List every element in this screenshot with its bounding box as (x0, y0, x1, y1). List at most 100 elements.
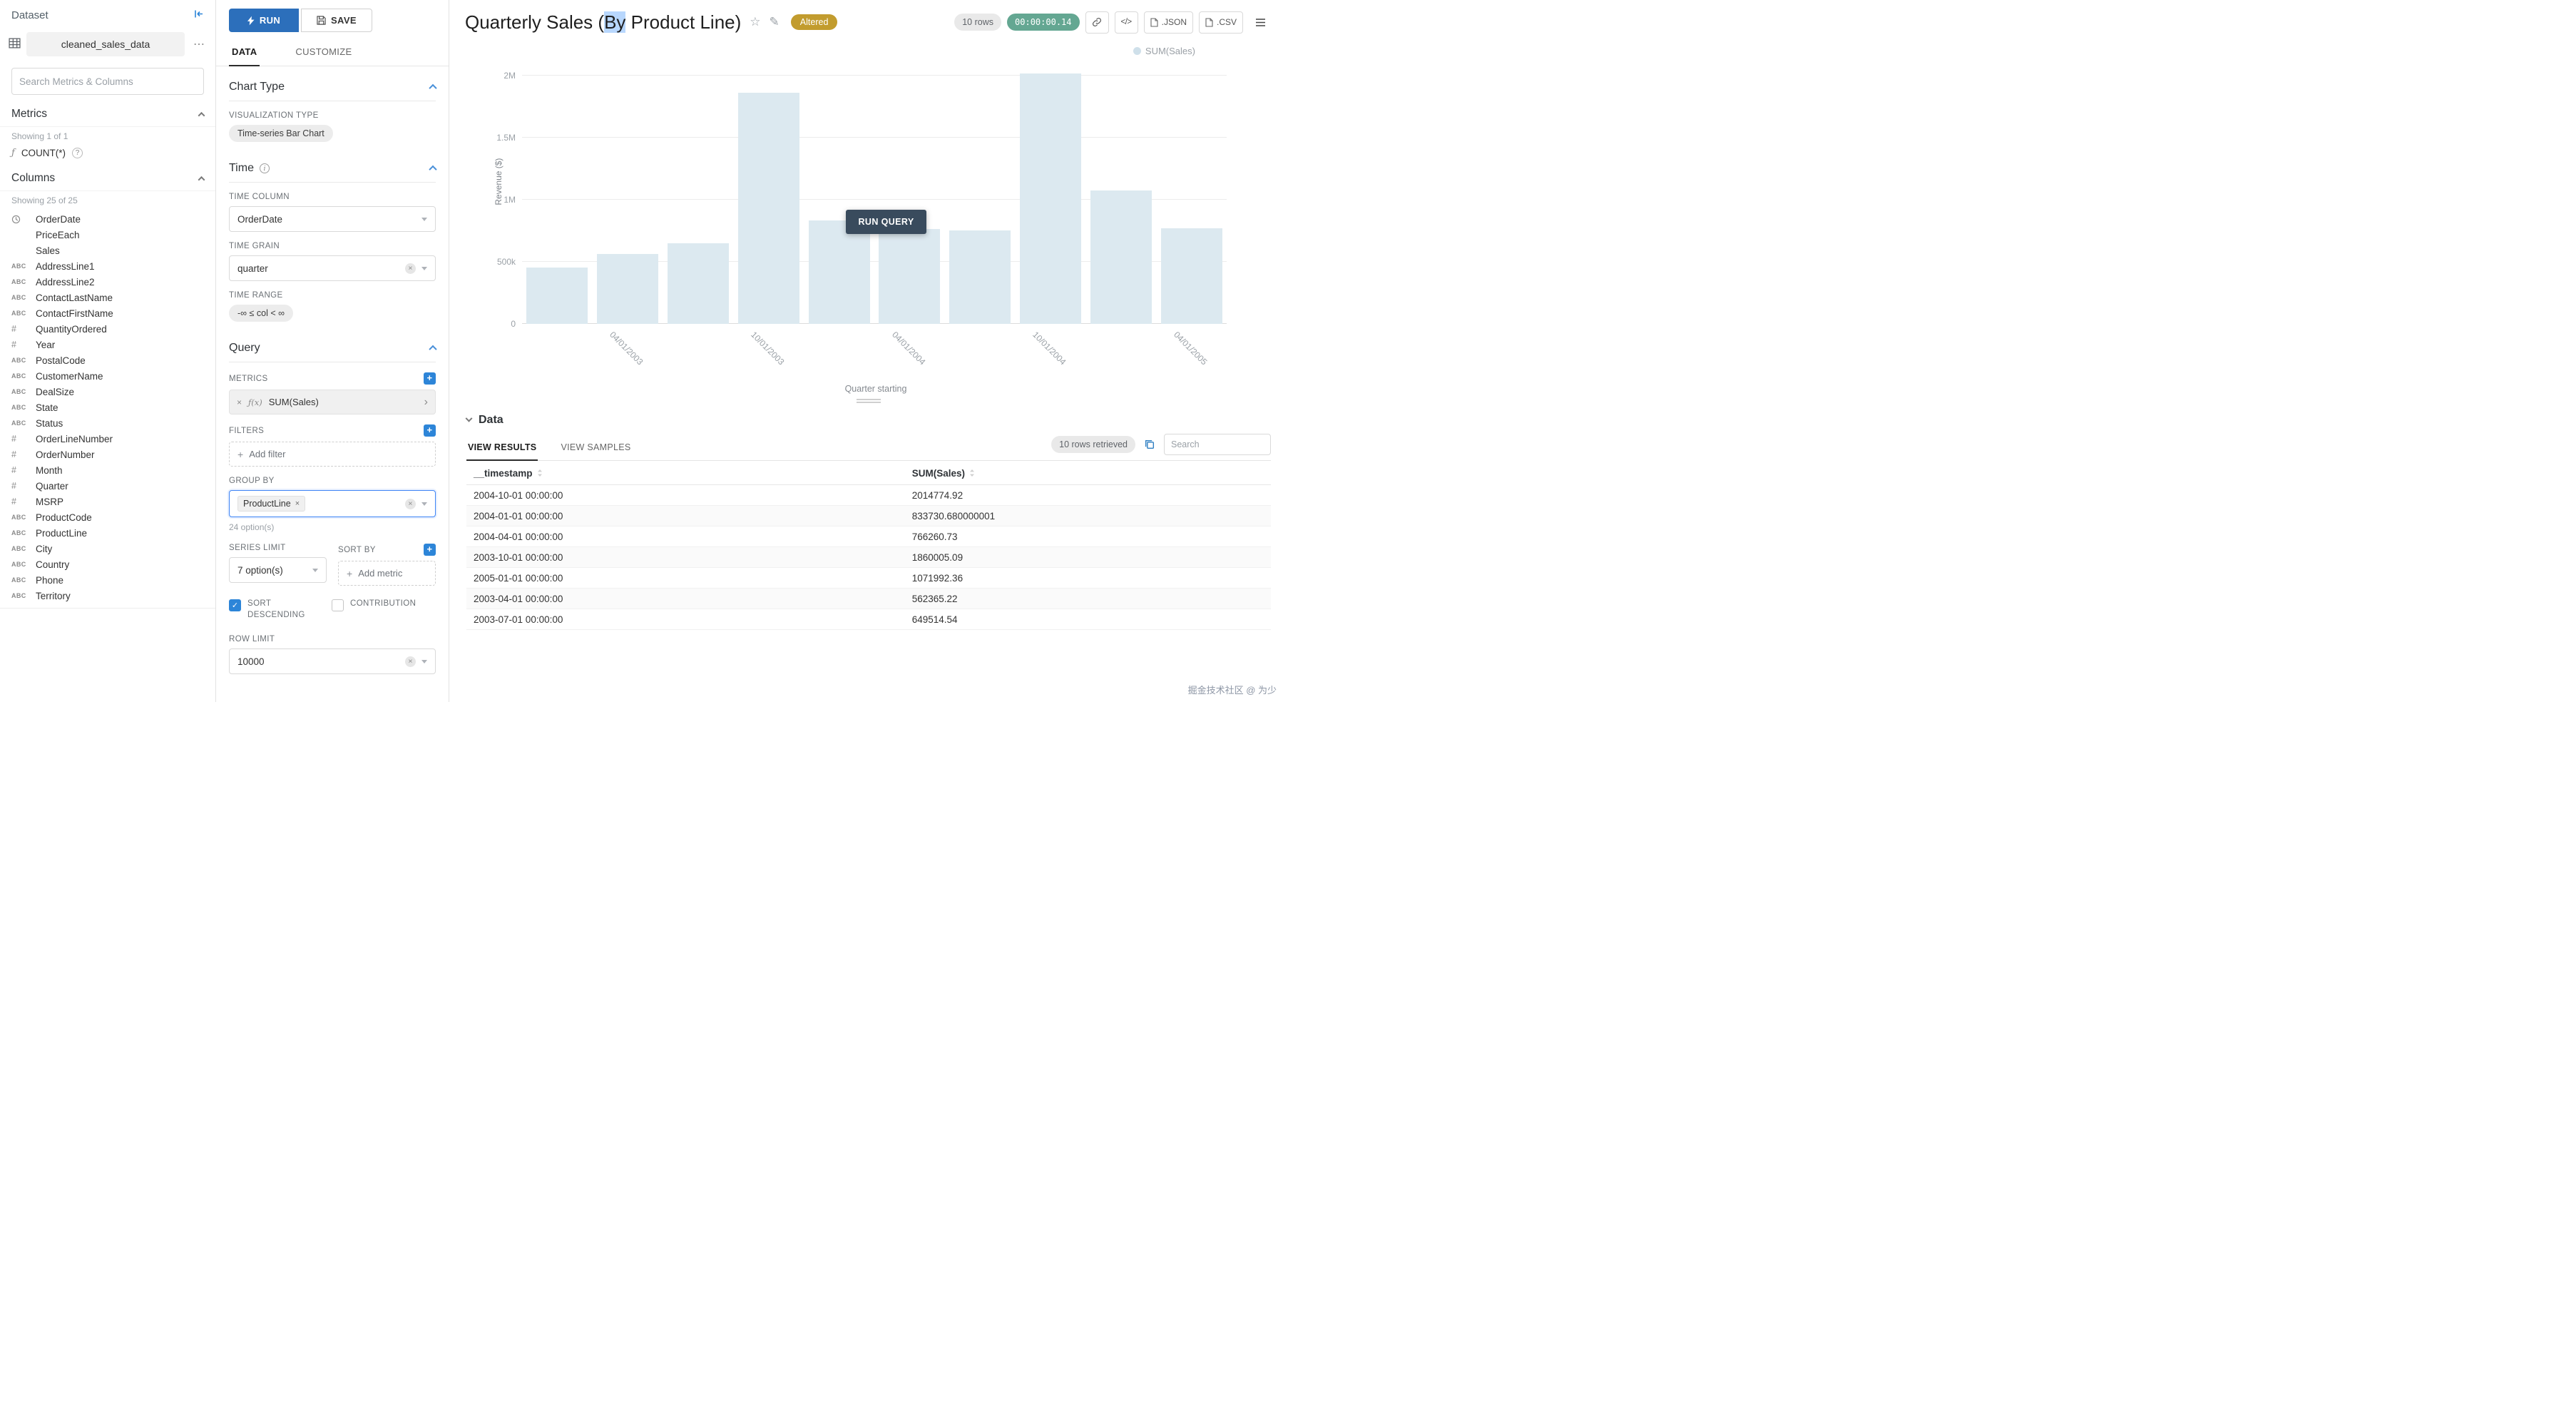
column-header-sum-sales[interactable]: SUM(Sales) (904, 462, 1271, 485)
group-by-tag-productline[interactable]: ProductLine × (237, 496, 306, 512)
add-sort-metric-button[interactable]: + Add metric (338, 561, 436, 586)
dataset-more-icon[interactable]: ⋯ (193, 39, 205, 51)
chevron-up-icon[interactable] (198, 111, 205, 119)
edit-title-icon[interactable]: ✎ (769, 15, 780, 29)
column-item-PriceEach[interactable]: PriceEach (0, 227, 215, 243)
table-row[interactable]: 2003-04-01 00:00:00 562365.22 (466, 588, 1271, 609)
clear-icon[interactable]: × (405, 498, 416, 509)
table-row[interactable]: 2004-01-01 00:00:00 833730.680000001 (466, 505, 1271, 526)
results-search-input[interactable] (1164, 434, 1271, 455)
tab-data[interactable]: DATA (229, 39, 260, 66)
tab-view-samples[interactable]: VIEW SAMPLES (561, 442, 631, 452)
column-item-DealSize[interactable]: ABC DealSize (0, 384, 215, 400)
run-button[interactable]: RUN (229, 9, 299, 32)
viz-type-chip[interactable]: Time-series Bar Chart (229, 125, 333, 142)
table-row[interactable]: 2003-07-01 00:00:00 649514.54 (466, 609, 1271, 630)
dataset-name[interactable]: cleaned_sales_data (26, 32, 185, 56)
embed-code-button[interactable]: </> (1114, 11, 1138, 34)
bar-2005-01-01[interactable] (1090, 190, 1152, 324)
bar-2004-07-01[interactable] (949, 230, 1011, 324)
column-item-Country[interactable]: ABC Country (0, 556, 215, 572)
table-row[interactable]: 2003-10-01 00:00:00 1860005.09 (466, 546, 1271, 568)
export-json-button[interactable]: .JSON (1143, 11, 1193, 34)
altered-badge[interactable]: Altered (790, 14, 838, 30)
chevron-up-icon[interactable] (198, 176, 205, 183)
chevron-up-icon[interactable] (429, 83, 437, 93)
drag-grip-icon[interactable] (857, 399, 881, 403)
bar-2004-04-01[interactable] (879, 229, 941, 324)
chevron-down-icon[interactable] (465, 414, 473, 422)
help-icon[interactable]: ? (72, 148, 83, 158)
column-item-PostalCode[interactable]: ABC PostalCode (0, 352, 215, 368)
row-limit-select[interactable]: 10000 × (229, 648, 436, 675)
column-item-OrderNumber[interactable]: # OrderNumber (0, 447, 215, 462)
run-query-button[interactable]: RUN QUERY (846, 210, 926, 234)
column-item-Year[interactable]: # Year (0, 337, 215, 352)
chart-menu-button[interactable] (1249, 11, 1272, 34)
bar-2004-10-01[interactable] (1020, 73, 1081, 324)
time-column-select[interactable]: OrderDate (229, 206, 436, 232)
column-item-MSRP[interactable]: # MSRP (0, 494, 215, 509)
bar-2003-10-01[interactable] (737, 93, 799, 324)
column-item-AddressLine1[interactable]: ABC AddressLine1 (0, 258, 215, 274)
sort-descending-checkbox[interactable]: ✓ SORT DESCENDING (229, 599, 313, 621)
series-limit-select[interactable]: 7 option(s) (229, 557, 327, 583)
table-row[interactable]: 2004-10-01 00:00:00 2014774.92 (466, 484, 1271, 506)
checkbox-checked-icon: ✓ (229, 599, 241, 611)
table-row[interactable]: 2005-01-01 00:00:00 1071992.36 (466, 567, 1271, 589)
clear-icon[interactable]: × (405, 263, 416, 274)
contribution-checkbox[interactable]: CONTRIBUTION (332, 599, 416, 621)
column-item-State[interactable]: ABC State (0, 400, 215, 415)
bar-slot (945, 67, 1016, 324)
column-item-OrderLineNumber[interactable]: # OrderLineNumber (0, 431, 215, 447)
chart-title[interactable]: Quarterly Sales (By Product Line) (465, 11, 742, 33)
add-sort-metric-plus-icon[interactable]: + (424, 544, 436, 556)
column-item-Month[interactable]: # Month (0, 462, 215, 478)
table-row[interactable]: 2004-04-01 00:00:00 766260.73 (466, 526, 1271, 547)
bar-2003-01-01[interactable] (526, 268, 588, 324)
column-item-OrderDate[interactable]: OrderDate (0, 211, 215, 227)
column-item-Territory[interactable]: ABC Territory (0, 588, 215, 604)
add-filter-button[interactable]: + Add filter (229, 442, 436, 467)
save-button[interactable]: SAVE (301, 9, 372, 32)
column-item-Quarter[interactable]: # Quarter (0, 478, 215, 494)
column-item-Sales[interactable]: Sales (0, 243, 215, 258)
column-item-Phone[interactable]: ABC Phone (0, 572, 215, 588)
bar-2003-07-01[interactable] (668, 243, 729, 324)
search-metrics-columns-input[interactable] (11, 68, 204, 95)
clear-icon[interactable]: × (405, 656, 416, 667)
add-metric-plus-icon[interactable]: + (424, 372, 436, 385)
column-item-City[interactable]: ABC City (0, 541, 215, 556)
remove-tag-icon[interactable]: × (295, 499, 300, 508)
chevron-up-icon[interactable] (429, 165, 437, 174)
metric-item-count[interactable]: ƒ COUNT(*) ? (0, 144, 215, 162)
favorite-star-icon[interactable]: ☆ (750, 15, 761, 29)
bar-2005-04-01[interactable] (1160, 228, 1222, 324)
copy-link-button[interactable] (1085, 11, 1109, 34)
remove-metric-icon[interactable]: × (237, 397, 242, 407)
column-item-QuantityOrdered[interactable]: # QuantityOrdered (0, 321, 215, 337)
tab-view-results[interactable]: VIEW RESULTS (466, 438, 538, 461)
column-item-CustomerName[interactable]: ABC CustomerName (0, 368, 215, 384)
column-item-ProductCode[interactable]: ABC ProductCode (0, 509, 215, 525)
add-filter-plus-icon[interactable]: + (424, 424, 436, 437)
group-by-select[interactable]: ProductLine × × (229, 490, 436, 517)
collapse-panel-icon[interactable] (193, 9, 204, 22)
bar-2003-04-01[interactable] (597, 254, 659, 324)
bar-2004-01-01[interactable] (808, 220, 870, 324)
column-item-AddressLine2[interactable]: ABC AddressLine2 (0, 274, 215, 290)
panel-resize-handle[interactable] (449, 395, 1288, 407)
column-item-ContactLastName[interactable]: ABC ContactLastName (0, 290, 215, 305)
column-item-Status[interactable]: ABC Status (0, 415, 215, 431)
chevron-up-icon[interactable] (429, 345, 437, 354)
tab-customize[interactable]: CUSTOMIZE (295, 46, 352, 57)
time-range-chip[interactable]: -∞ ≤ col < ∞ (229, 305, 294, 322)
export-csv-button[interactable]: .CSV (1198, 11, 1243, 34)
column-header-timestamp[interactable]: __timestamp (466, 462, 905, 485)
column-item-ContactFirstName[interactable]: ABC ContactFirstName (0, 305, 215, 321)
copy-data-icon[interactable] (1144, 439, 1155, 450)
metric-pill-sum-sales[interactable]: × ƒ(x) SUM(Sales) › (229, 390, 436, 414)
column-item-ProductLine[interactable]: ABC ProductLine (0, 525, 215, 541)
time-grain-select[interactable]: quarter × (229, 255, 436, 281)
legend-item-sum-sales[interactable]: SUM(Sales) (1133, 46, 1195, 56)
